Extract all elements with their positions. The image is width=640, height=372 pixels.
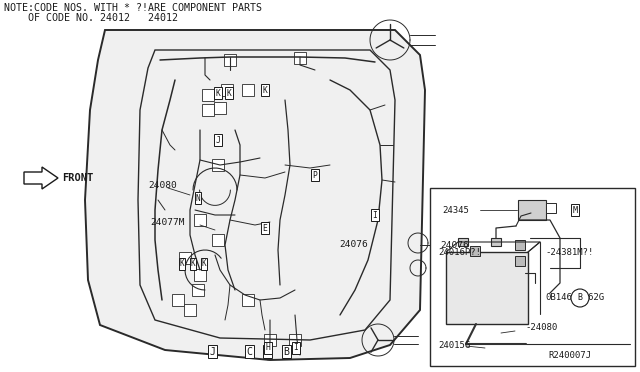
Text: J: J <box>209 347 216 356</box>
Text: H: H <box>266 343 271 353</box>
Bar <box>242 294 254 306</box>
Text: -24381M?!: -24381M?! <box>545 247 593 257</box>
Bar <box>518 200 546 220</box>
Bar <box>221 84 233 96</box>
Bar <box>214 102 226 114</box>
Circle shape <box>571 289 589 307</box>
Text: NOTE:CODE NOS. WITH * ?!ARE COMPONENT PARTS: NOTE:CODE NOS. WITH * ?!ARE COMPONENT PA… <box>4 3 262 13</box>
Text: 24015G: 24015G <box>438 341 470 350</box>
Text: A: A <box>264 347 271 356</box>
Text: 24016P?!: 24016P?! <box>438 247 481 257</box>
Bar <box>242 84 254 96</box>
Text: 24345: 24345 <box>442 205 469 215</box>
Bar <box>184 304 196 316</box>
Bar <box>212 159 224 171</box>
Text: OF CODE NO. 24012   24012: OF CODE NO. 24012 24012 <box>4 13 178 23</box>
Bar <box>491 238 501 246</box>
Text: B: B <box>283 347 289 356</box>
Text: K: K <box>216 89 220 97</box>
Text: 24080: 24080 <box>148 180 177 189</box>
Bar <box>264 334 276 346</box>
Text: 24077M: 24077M <box>150 218 184 227</box>
Text: 0B146-8162G: 0B146-8162G <box>545 294 604 302</box>
Bar <box>294 52 306 64</box>
Text: K: K <box>227 89 232 97</box>
Bar <box>202 104 214 116</box>
Bar <box>202 89 214 101</box>
Bar <box>224 54 236 66</box>
Bar <box>430 188 635 366</box>
Text: K: K <box>262 86 268 94</box>
Bar <box>515 240 525 250</box>
Text: -24080: -24080 <box>525 324 557 333</box>
Text: M: M <box>573 205 577 215</box>
Polygon shape <box>24 167 58 189</box>
Text: K: K <box>191 260 195 269</box>
Bar <box>546 203 556 213</box>
Text: N: N <box>196 193 200 202</box>
Text: K: K <box>202 260 206 269</box>
Bar <box>179 252 191 264</box>
Bar <box>458 238 468 246</box>
Bar <box>172 294 184 306</box>
Bar <box>470 246 480 256</box>
Bar <box>192 284 204 296</box>
Text: J: J <box>216 135 220 144</box>
Bar <box>289 334 301 346</box>
Bar <box>212 234 224 246</box>
Text: C: C <box>246 347 253 356</box>
Text: P: P <box>312 170 317 180</box>
Bar <box>446 252 528 324</box>
Text: FRONT: FRONT <box>62 173 93 183</box>
Text: E: E <box>262 224 268 232</box>
Text: 24076: 24076 <box>440 241 468 250</box>
Bar <box>194 214 206 226</box>
Bar <box>515 256 525 266</box>
Text: K: K <box>180 260 184 269</box>
Text: R240007J: R240007J <box>548 352 591 360</box>
Polygon shape <box>85 30 425 360</box>
Text: 24076: 24076 <box>339 240 368 248</box>
Text: I: I <box>372 211 378 219</box>
Text: I: I <box>294 343 298 353</box>
Text: B: B <box>577 294 582 302</box>
Bar <box>194 269 206 281</box>
